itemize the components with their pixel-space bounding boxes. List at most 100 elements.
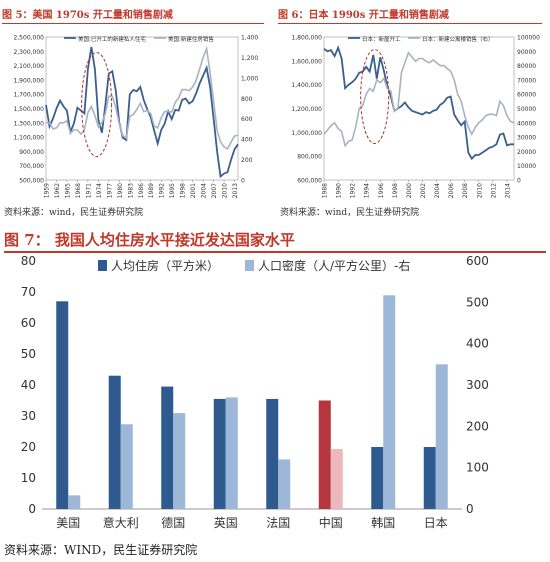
legend-label: 人口密度（人/平方公里）-右	[258, 258, 410, 273]
left-axis-tick-label: 1,000,000	[291, 130, 322, 137]
category-label: 韩国	[371, 515, 395, 530]
bar-per-capita-housing	[213, 398, 226, 509]
x-axis-tick-label: 2010	[222, 183, 229, 198]
bar-population-density	[173, 413, 186, 509]
bar-population-density	[68, 495, 81, 509]
x-axis-tick-label: 2000	[406, 183, 413, 198]
right-axis-tick-label: 200	[466, 419, 489, 433]
right-axis-tick-label: 0	[517, 178, 521, 185]
legend-label: 日本：新屋开工	[362, 35, 401, 43]
x-axis-tick-label: 2004	[434, 183, 441, 198]
series-line-primary	[45, 46, 239, 179]
left-axis-tick-label: 1,500,000	[13, 106, 44, 113]
figure5-chart: 2,500,000 2,300,000 2,100,000 1,900,000 1,70…	[13, 35, 258, 199]
x-axis-tick-label: 1971	[85, 183, 92, 198]
x-axis-tick-label: 1998	[180, 183, 187, 198]
right-axis-tick-label: 1,400	[241, 35, 258, 42]
x-axis-tick-label: 2007	[211, 183, 218, 198]
right-axis-tick-label: 600	[241, 116, 253, 123]
category-label: 法国	[266, 516, 290, 530]
x-axis-tick-label: 1977	[106, 183, 113, 198]
legend-label: 人均住房（平方米）	[111, 258, 219, 273]
right-axis-tick-label: 1,200	[241, 55, 258, 62]
x-axis-tick-label: 2006	[448, 183, 455, 198]
right-axis-tick-label: 30000	[517, 135, 536, 142]
figure5-title: 图 5：美国 1970s 开工量和销售剧减	[2, 6, 264, 24]
bar-population-density	[120, 424, 133, 509]
left-axis-tick-label: 40	[21, 378, 36, 392]
x-axis-tick-label: 1994	[364, 183, 371, 198]
left-axis-tick-label: 70	[21, 285, 36, 299]
figure7-source: 资料来源：WIND，民生证券研究院	[4, 543, 198, 557]
x-axis-tick-label: 1980	[117, 183, 124, 198]
x-axis-tick-label: 1998	[392, 183, 399, 198]
x-axis-tick-label: 1992	[350, 183, 357, 198]
left-axis-tick-label: 1,700,000	[13, 92, 44, 99]
right-axis-tick-label: 0	[241, 178, 245, 185]
left-axis-tick-label: 30	[21, 409, 36, 423]
right-axis-tick-label: 1,000	[241, 75, 258, 82]
legend-label: 日本：新建公寓楼销售（右）	[422, 35, 494, 43]
x-axis-tick-label: 1959	[44, 183, 51, 198]
left-axis-tick-label: 50	[21, 347, 36, 361]
left-axis-tick-label: 1,600,000	[291, 58, 322, 65]
x-axis-tick-label: 2004	[201, 183, 208, 198]
category-label: 中国	[319, 515, 343, 530]
bar-per-capita-housing	[108, 375, 121, 509]
x-axis-tick-label: 2012	[490, 183, 497, 198]
bar-population-density	[383, 295, 396, 509]
category-label: 日本	[424, 516, 448, 530]
left-axis-tick-label: 1,800,000	[291, 35, 322, 42]
highlight-circle	[360, 49, 390, 144]
figure6-source: 资料来源：wind，民生证券研究院	[280, 208, 420, 218]
bar-per-capita-housing	[423, 447, 436, 509]
right-axis-tick-label: 20000	[517, 149, 536, 156]
figure6-title: 图 6：日本 1990s 开工量和销售剧减	[278, 6, 542, 24]
figure7-chart: 0 10 20 30 40 50 60 70 80 0 100 200 300 400 500 600 美国 意大…	[21, 254, 489, 530]
x-axis-tick-label: 1995	[169, 183, 176, 198]
right-axis-tick-label: 300	[466, 378, 489, 392]
bar-per-capita-housing	[161, 386, 174, 509]
x-axis-tick-label: 1962	[54, 183, 61, 198]
highlight-circle	[81, 52, 113, 157]
right-axis-tick-label: 100	[466, 461, 489, 475]
category-label: 意大利	[103, 515, 139, 530]
left-axis-tick-label: 900,000	[19, 149, 44, 156]
bar-population-density	[330, 449, 343, 509]
left-axis-tick-label: 2,500,000	[13, 35, 44, 42]
left-axis-tick-label: 80	[21, 254, 36, 268]
left-axis-tick-label: 1,900,000	[13, 77, 44, 84]
bar-per-capita-housing	[266, 398, 279, 509]
right-axis-tick-label: 100000	[517, 35, 540, 42]
x-axis-tick-label: 2010	[476, 183, 483, 198]
x-axis-tick-label: 1986	[138, 183, 145, 198]
series-line-secondary	[323, 51, 515, 148]
plot-frame	[323, 36, 515, 181]
bar-per-capita-housing	[371, 447, 384, 509]
bar-population-density	[225, 397, 238, 509]
left-axis-tick-label: 2,100,000	[13, 63, 44, 70]
right-axis-tick-label: 90000	[517, 49, 536, 56]
left-axis-tick-label: 2,300,000	[13, 49, 44, 56]
x-axis-tick-label: 1965	[64, 183, 71, 198]
left-axis-tick-label: 1,300,000	[13, 120, 44, 127]
x-axis-tick-label: 2002	[420, 183, 427, 198]
right-axis-tick-label: 200	[241, 157, 253, 164]
left-axis-tick-label: 1,100,000	[13, 135, 44, 142]
category-label: 美国	[56, 516, 80, 530]
series-line-secondary	[46, 45, 239, 150]
x-axis-tick-label: 1988	[322, 183, 329, 198]
x-axis-tick-label: 2014	[504, 183, 511, 198]
x-axis-tick-label: 1992	[159, 183, 166, 198]
figure6-chart: 1,800,000 1,600,000 1,400,000 1,200,000 1,00…	[291, 35, 540, 199]
right-axis-tick-label: 40000	[517, 120, 536, 127]
legend-label: 美国:新建住房销售	[168, 35, 214, 43]
right-axis-tick-label: 500	[466, 295, 489, 309]
bar-per-capita-housing	[56, 301, 69, 509]
category-label: 德国	[161, 515, 185, 530]
x-axis-tick-label: 2001	[190, 183, 197, 198]
x-axis-tick-label: 2013	[232, 183, 239, 198]
right-axis-tick-label: 0	[466, 502, 474, 516]
legend-swatch	[245, 260, 254, 271]
left-axis-tick-label: 10	[21, 471, 36, 485]
